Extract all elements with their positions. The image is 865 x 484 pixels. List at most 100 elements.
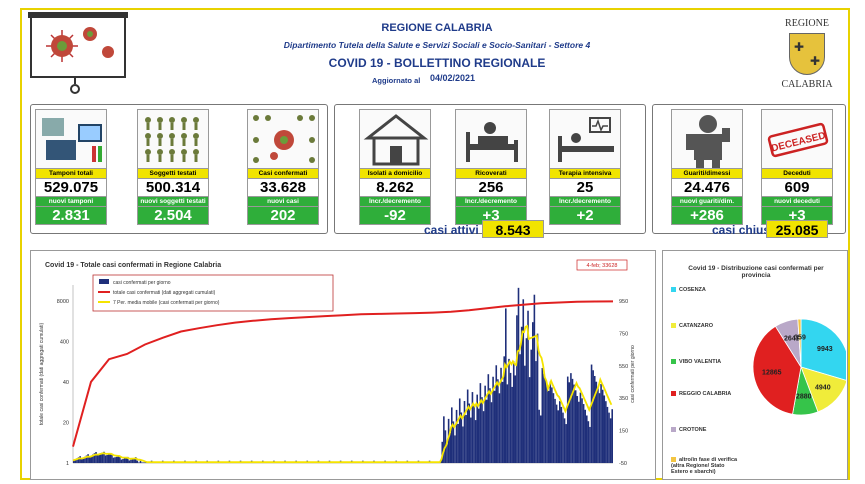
tests-group: Tamponi totali 529.075 nuovi tamponi 2.8…	[30, 104, 328, 234]
daily-bar	[509, 372, 512, 463]
daily-bar	[532, 322, 534, 463]
daily-bar	[90, 455, 93, 463]
daily-bar	[498, 393, 501, 463]
daily-bar	[460, 412, 463, 463]
daily-bar	[455, 409, 458, 463]
tile-sub-value: 2.504	[137, 207, 209, 225]
pie-legend-item: CATANZARO	[671, 323, 761, 329]
left-tick-label: 40	[63, 380, 69, 386]
tile-label: Ricoverati	[455, 169, 527, 179]
daily-bar	[484, 385, 486, 463]
daily-bar	[566, 376, 569, 463]
daily-bar	[125, 457, 127, 463]
daily-bar	[109, 454, 112, 463]
daily-bar	[547, 390, 550, 463]
daily-bar	[606, 406, 609, 463]
tile-guariti: Guariti/dimessi 24.476 nuovi guariti/dim…	[671, 109, 743, 225]
daily-bar	[576, 396, 579, 463]
chart-title: Covid 19 - Totale casi confermati in Reg…	[45, 262, 222, 269]
daily-bar	[458, 398, 461, 463]
cases-chart: Covid 19 - Totale casi confermati in Reg…	[30, 250, 656, 480]
daily-bar	[468, 403, 471, 463]
legend-entry: 7 Per. media mobile (casi confermati per…	[113, 300, 220, 306]
daily-bar	[563, 418, 566, 463]
daily-bar	[581, 398, 583, 463]
tile-value: 609	[761, 179, 833, 197]
daily-bar	[574, 390, 577, 463]
pie-legend-label: CROTONE	[679, 427, 707, 433]
legend-entry: casi confermati per giorno	[113, 280, 171, 286]
daily-bar	[470, 417, 472, 463]
daily-bar	[112, 457, 115, 463]
daily-bar	[501, 381, 504, 463]
daily-bar	[103, 451, 105, 463]
daily-bar	[489, 388, 491, 463]
tile-sub-value: +2	[549, 207, 621, 225]
updated-label: Aggiornato al	[372, 76, 421, 85]
daily-bar	[115, 456, 118, 463]
daily-bar	[557, 410, 559, 463]
daily-bar	[516, 315, 518, 463]
pie-legend-label: COSENZA	[679, 287, 706, 293]
daily-bar	[80, 459, 83, 463]
moving-average-line	[72, 324, 613, 464]
logo-top-text: REGIONE	[785, 18, 829, 29]
daily-bar	[485, 399, 488, 463]
daily-bar	[476, 394, 478, 463]
page-title: COVID 19 - BOLLETTINO REGIONALE	[328, 56, 546, 70]
pie-legend-label: VIBO VALENTIA	[679, 359, 722, 365]
hospital-bed-icon	[455, 109, 527, 169]
daily-bar	[73, 460, 75, 463]
pie-legend-label: REGGIO CALABRIA	[679, 391, 732, 397]
daily-bar	[117, 456, 120, 463]
daily-bar	[519, 354, 521, 463]
tile-deceduti: DECEASED Deceduti 609 nuovi deceduti +3	[761, 109, 833, 225]
daily-bar	[136, 460, 139, 463]
recovered-icon	[671, 109, 743, 169]
daily-bar	[598, 393, 601, 463]
right-tick-label: 150	[619, 429, 628, 435]
pie-legend-item: COSENZA	[671, 287, 761, 293]
daily-bar	[535, 361, 537, 463]
daily-bar	[487, 374, 490, 463]
pie-data-label: 12865	[762, 370, 782, 377]
left-tick-label: 8000	[57, 299, 69, 305]
daily-bar	[77, 457, 80, 463]
tile-value: 24.476	[671, 179, 743, 197]
daily-bar	[123, 458, 126, 463]
daily-bar	[503, 356, 505, 463]
logo-bottom-text: CALABRIA	[781, 79, 833, 90]
tile-tamponi: Tamponi totali 529.075 nuovi tamponi 2.8…	[35, 109, 107, 225]
daily-bar	[96, 455, 99, 463]
province-pie-panel: Covid 19 - Distribuzione casi confermati…	[662, 250, 848, 480]
daily-bar	[466, 389, 469, 463]
daily-bar	[533, 294, 536, 463]
daily-bar	[522, 299, 525, 463]
tile-label: Deceduti	[761, 169, 833, 179]
daily-bar	[555, 404, 558, 463]
daily-bar	[571, 378, 574, 463]
daily-bar	[462, 426, 464, 463]
pie-legend-item: CROTONE	[671, 427, 761, 433]
daily-bar	[139, 460, 142, 463]
daily-bar	[543, 373, 545, 463]
tile-sub-label: nuovi tamponi	[35, 197, 107, 207]
daily-bar	[595, 381, 598, 463]
tile-ricoverati: Ricoverati 256 Incr./decremento +3	[455, 109, 527, 225]
tile-sub-label: nuovi deceduti	[761, 197, 833, 207]
tile-label: Guariti/dimessi	[671, 169, 743, 179]
tile-sub-value: +286	[671, 207, 743, 225]
daily-bar	[479, 383, 482, 463]
closed-cases-label: casi chiusi	[712, 223, 774, 237]
annotation-label: 4-feb; 33628	[587, 263, 618, 269]
annotation-box	[576, 259, 628, 271]
right-tick-label: 750	[619, 331, 628, 337]
daily-bar	[111, 453, 113, 463]
virus-illustration-icon	[28, 12, 128, 78]
daily-bar	[133, 458, 135, 463]
daily-bar	[512, 361, 515, 463]
daily-bar	[578, 401, 580, 463]
daily-bar	[517, 287, 520, 463]
status-group: Isolati a domicilio 8.262 Incr./decremen…	[334, 104, 646, 234]
